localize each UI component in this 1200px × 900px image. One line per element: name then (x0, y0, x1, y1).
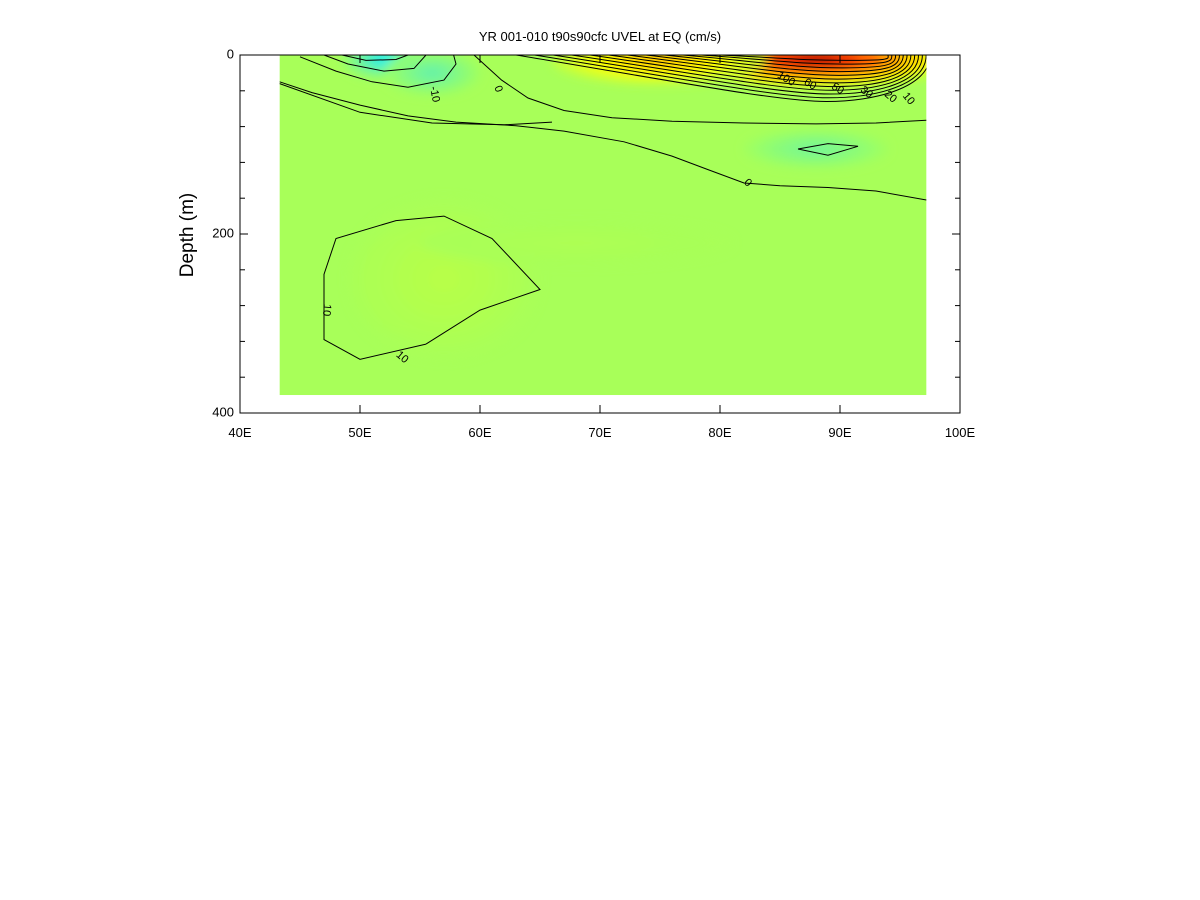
contour-lines (279, 55, 927, 360)
field-blob (550, 239, 602, 247)
contour-line (279, 81, 927, 201)
contour-line (682, 55, 897, 69)
contour-line (797, 143, 859, 156)
y-tick-label: 400 (212, 404, 234, 419)
field-blob (424, 69, 440, 77)
contour-line (590, 55, 916, 88)
contour-line (323, 55, 427, 72)
contour-label: -10 (427, 85, 442, 103)
contour-line (299, 55, 457, 88)
chart-title: YR 001-010 t90s90cfc UVEL at EQ (cm/s) (478, 29, 722, 44)
contour-label: 30 (858, 84, 875, 101)
contour-line (279, 83, 553, 126)
contour-line (341, 55, 409, 61)
contour-label: 60 (802, 76, 819, 93)
contour-label: 50 (829, 81, 846, 98)
x-tick-label: 60E (468, 425, 491, 440)
contour-line (534, 55, 927, 99)
contour-line (323, 215, 541, 360)
contour-line (553, 55, 923, 95)
x-tick-label: 90E (828, 425, 851, 440)
field-blob (428, 265, 460, 293)
x-tick-label: 40E (228, 425, 251, 440)
contour-line (701, 55, 893, 65)
contour-line (608, 55, 912, 84)
contour-label: 10 (320, 303, 333, 316)
x-tick-label: 70E (588, 425, 611, 440)
x-tick-label: 50E (348, 425, 371, 440)
contour-line (719, 55, 889, 61)
contour-line (571, 55, 920, 91)
contour-label: 0 (491, 84, 504, 94)
y-tick-label: 0 (227, 46, 234, 61)
contour-line (664, 55, 900, 73)
x-tick-label: 80E (708, 425, 731, 440)
velocity-field (279, 55, 927, 396)
y-tick-label: 200 (212, 225, 234, 240)
contour-line (645, 55, 904, 76)
contour-line (627, 55, 908, 80)
contour-line (515, 55, 927, 103)
contour-line (473, 55, 927, 125)
x-tick-label: 100E (945, 425, 976, 440)
axis-ticks: 40E 50E 60E 70E 80E 90E 100E 0 200 400 (212, 46, 975, 440)
